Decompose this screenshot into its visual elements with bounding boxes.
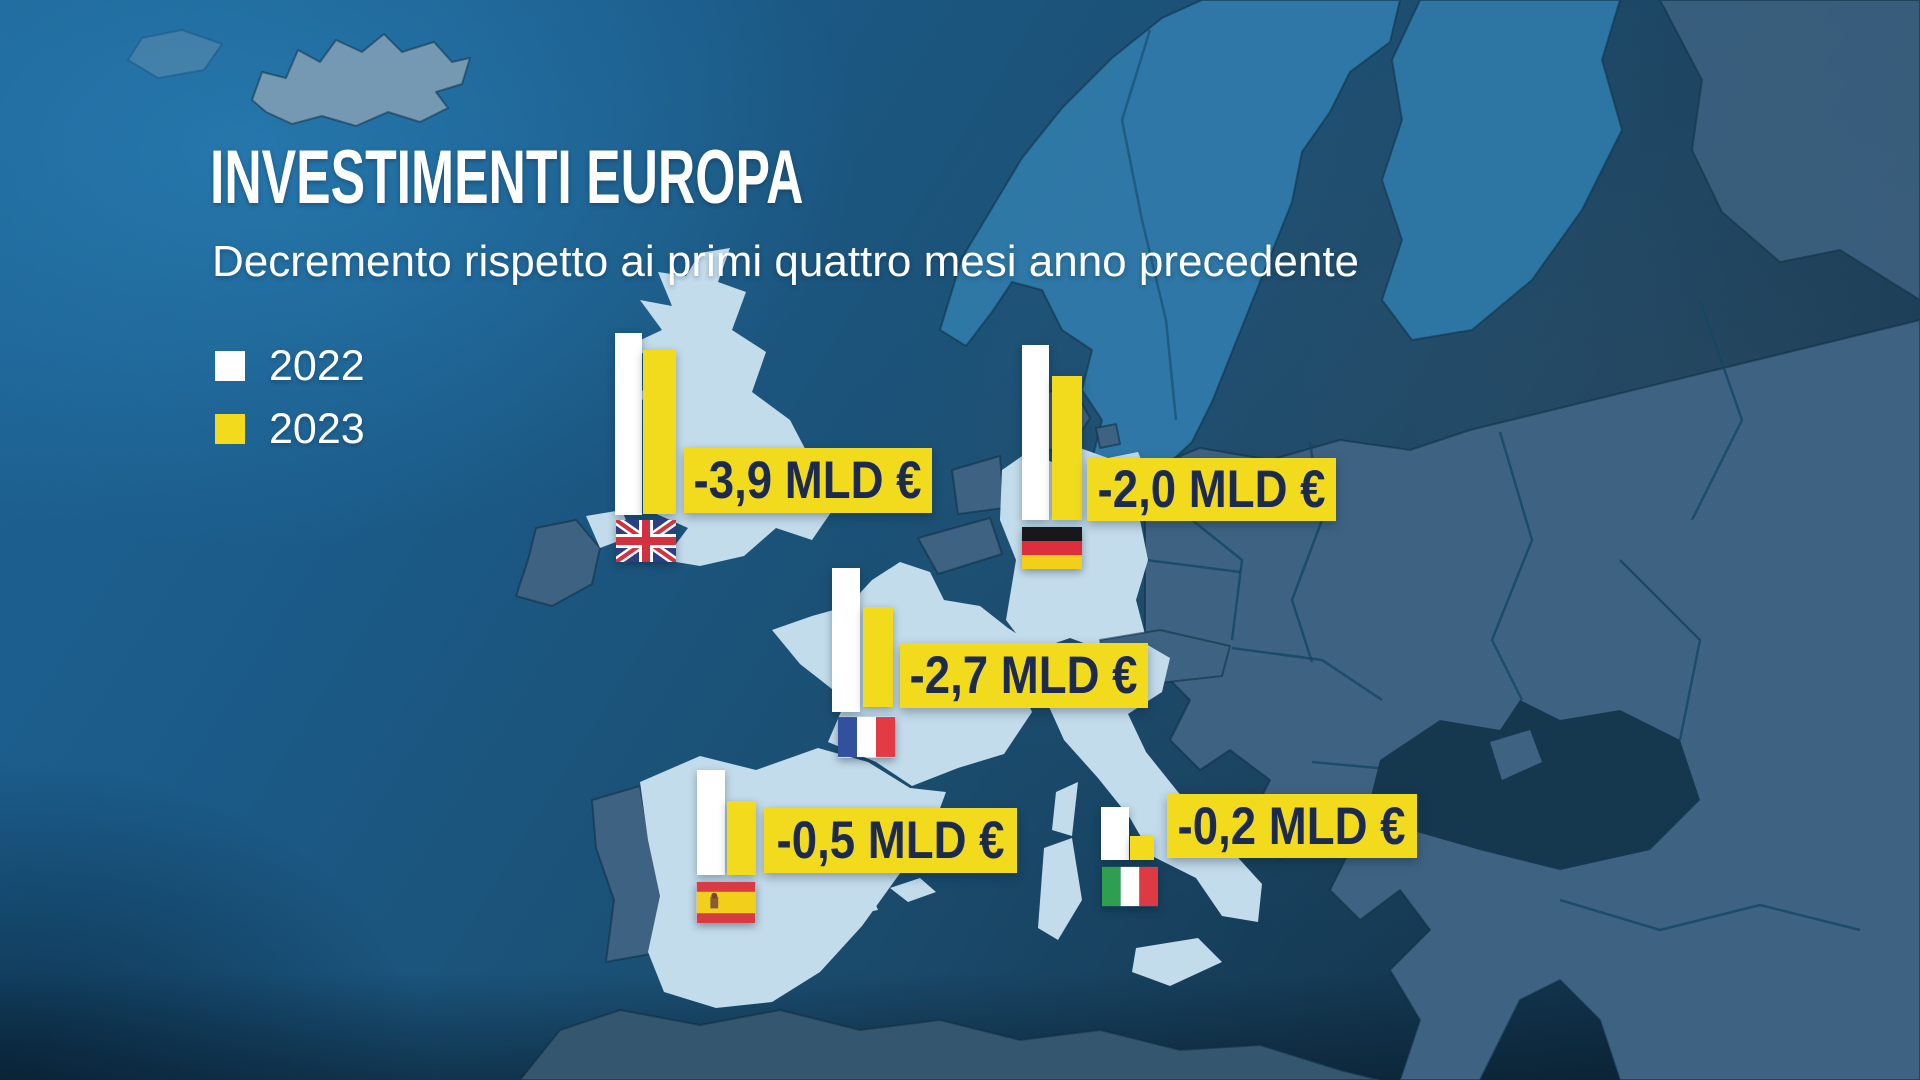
bar-2023-italy xyxy=(1130,836,1154,860)
map-region-belgium xyxy=(917,517,1003,575)
map-region-netherlands xyxy=(951,455,1005,515)
header: INVESTIMENTI EUROPA Decremento rispetto … xyxy=(210,140,1359,286)
legend: 2022 2023 xyxy=(215,342,365,468)
map-sicily xyxy=(1132,938,1222,986)
map-region-greenland xyxy=(127,29,223,79)
map-region-northeast xyxy=(1659,0,1920,301)
legend-swatch-2023 xyxy=(215,414,245,444)
map-corsica xyxy=(1052,782,1078,836)
value-label-spain: -0,5 MLD € xyxy=(764,808,1017,873)
bar-2023-united-kingdom xyxy=(643,350,676,514)
bar-2022-italy xyxy=(1101,807,1129,860)
country-group-spain: -0,5 MLD € xyxy=(696,770,1027,930)
country-group-united-kingdom: -3,9 MLD € xyxy=(615,330,945,575)
legend-label-2022: 2022 xyxy=(269,341,365,390)
legend-row-2022: 2022 xyxy=(215,342,365,390)
map-region-ireland xyxy=(515,519,601,607)
map-region-north-africa xyxy=(519,1009,1381,1080)
value-label-france: -2,7 MLD € xyxy=(900,643,1148,708)
bar-2022-united-kingdom xyxy=(615,333,642,515)
map-crimea xyxy=(1490,730,1542,780)
legend-label-2023: 2023 xyxy=(269,404,365,453)
page-subtitle: Decremento rispetto ai primi quattro mes… xyxy=(212,237,1360,286)
value-label-germany: -2,0 MLD € xyxy=(1087,458,1336,521)
map-region-eastern-europe xyxy=(1144,319,1920,1080)
flag-france-icon xyxy=(838,716,895,758)
bar-2023-france xyxy=(863,607,893,707)
value-label-united-kingdom: -3,9 MLD € xyxy=(684,448,932,513)
flag-germany-icon xyxy=(1022,527,1082,569)
map-black-sea xyxy=(1370,700,1700,870)
flag-spain-icon xyxy=(696,882,756,923)
map-region-scandinavia xyxy=(939,0,1401,481)
value-label-italy: -0,2 MLD € xyxy=(1167,794,1417,858)
map-region-iceland xyxy=(251,33,471,127)
bar-2022-france xyxy=(832,568,860,712)
country-group-germany: -2,0 MLD € xyxy=(1022,345,1352,590)
bar-2023-spain xyxy=(727,801,756,875)
legend-swatch-2022 xyxy=(215,351,245,381)
bar-2022-germany xyxy=(1022,345,1049,520)
legend-row-2023: 2023 xyxy=(215,405,365,453)
map-region-finland xyxy=(1381,0,1623,341)
map-border-norway-sweden xyxy=(1120,29,1178,421)
flag-italy-icon xyxy=(1102,866,1158,907)
country-group-france: -2,7 MLD € xyxy=(832,568,1162,768)
country-group-italy: -0,2 MLD € xyxy=(1101,794,1431,924)
flag-united-kingdom-icon xyxy=(616,520,676,562)
bar-2023-germany xyxy=(1052,376,1082,520)
page-title: INVESTIMENTI EUROPA xyxy=(210,135,804,220)
map-balearic-islands xyxy=(852,878,936,914)
map-sardinia xyxy=(1038,838,1082,940)
bar-2022-spain xyxy=(697,770,725,875)
